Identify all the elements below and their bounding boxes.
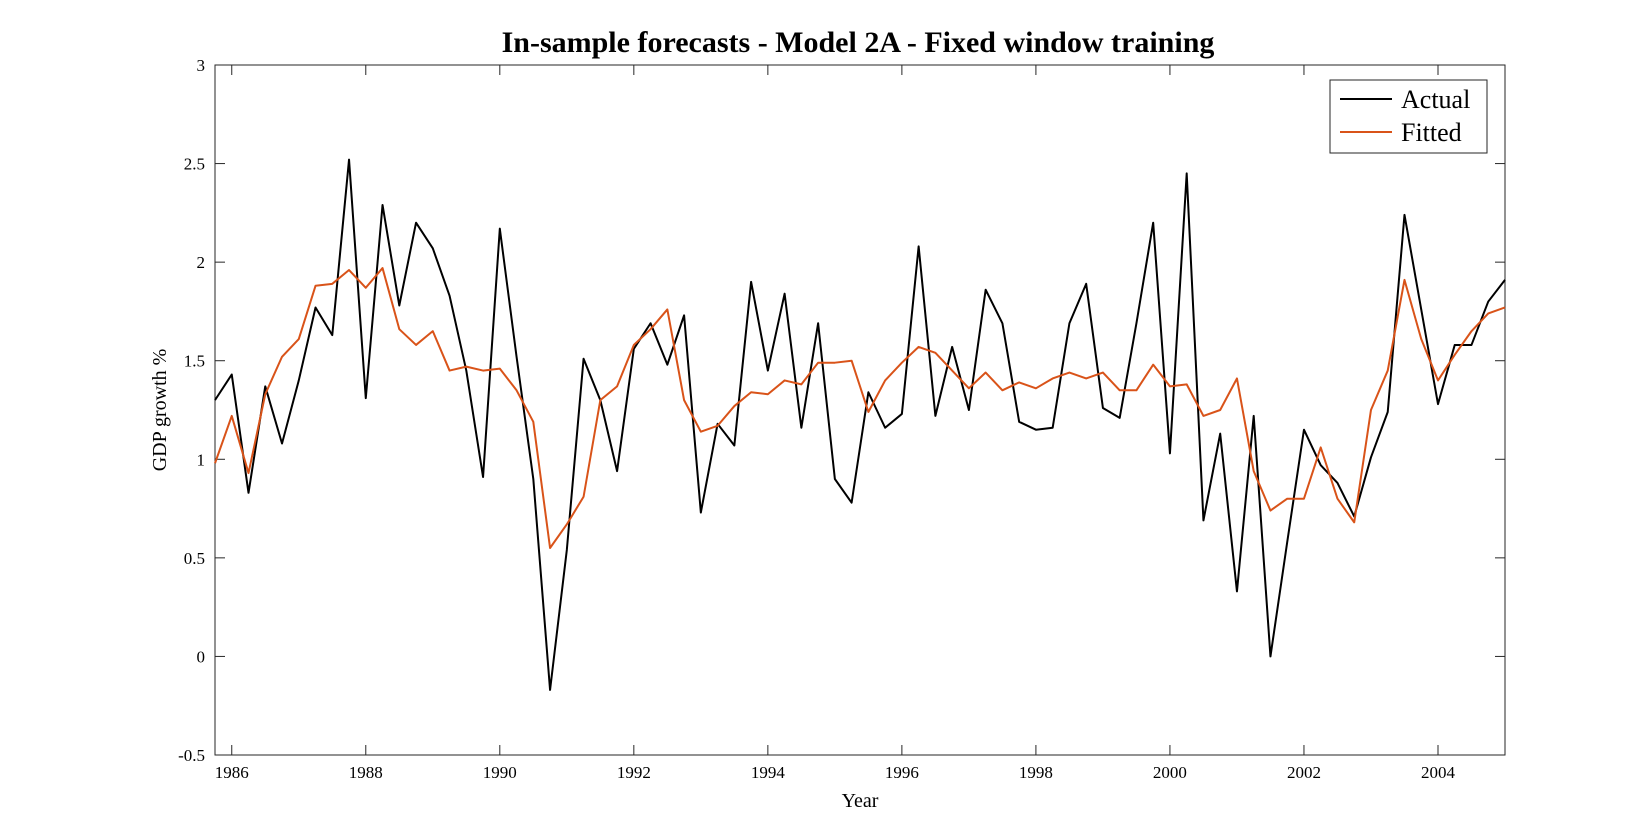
legend: Actual Fitted <box>1329 79 1488 154</box>
y-axis-ticks: -0.5 0 0.5 1 1.5 2 2.5 3 <box>178 56 1505 765</box>
x-axis-ticks: 1986 1988 1990 1992 1994 1996 1998 2000 2002 2004 <box>215 65 1456 782</box>
legend-label-fitted: Fitted <box>1401 118 1462 147</box>
x-tick-label: 1994 <box>751 763 786 782</box>
y-tick-label: -0.5 <box>178 746 205 765</box>
x-tick-label: 2002 <box>1287 763 1321 782</box>
legend-box <box>1329 79 1488 154</box>
y-tick-label: 2 <box>197 253 206 272</box>
chart-title: In-sample forecasts - Model 2A - Fixed w… <box>502 26 1215 59</box>
y-tick-label: 0 <box>197 647 206 666</box>
y-tick-label: 0.5 <box>184 549 205 568</box>
legend-label-actual: Actual <box>1401 85 1470 114</box>
y-tick-label: 1 <box>197 450 206 469</box>
x-tick-label: 2000 <box>1153 763 1187 782</box>
series-lines <box>214 158 1506 691</box>
axes-frame <box>214 64 1506 756</box>
x-axis-label: Year <box>842 790 879 812</box>
y-tick-label: 3 <box>197 56 206 75</box>
x-tick-label: 1988 <box>349 763 383 782</box>
x-tick-label: 2004 <box>1421 763 1456 782</box>
y-tick-label: 1.5 <box>184 352 205 371</box>
series-line-fitted <box>214 267 1506 549</box>
x-tick-label: 1992 <box>617 763 651 782</box>
x-tick-label: 1996 <box>885 763 919 782</box>
series-line-actual <box>214 158 1506 691</box>
x-tick-label: 1990 <box>483 763 517 782</box>
x-tick-label: 1998 <box>1019 763 1053 782</box>
x-tick-label: 1986 <box>215 763 249 782</box>
plot-area: 1986 1988 1990 1992 1994 1996 1998 2000 2002 2004… <box>178 56 1506 782</box>
y-tick-label: 2.5 <box>184 155 205 174</box>
y-axis-label: GDP growth % <box>149 349 171 472</box>
